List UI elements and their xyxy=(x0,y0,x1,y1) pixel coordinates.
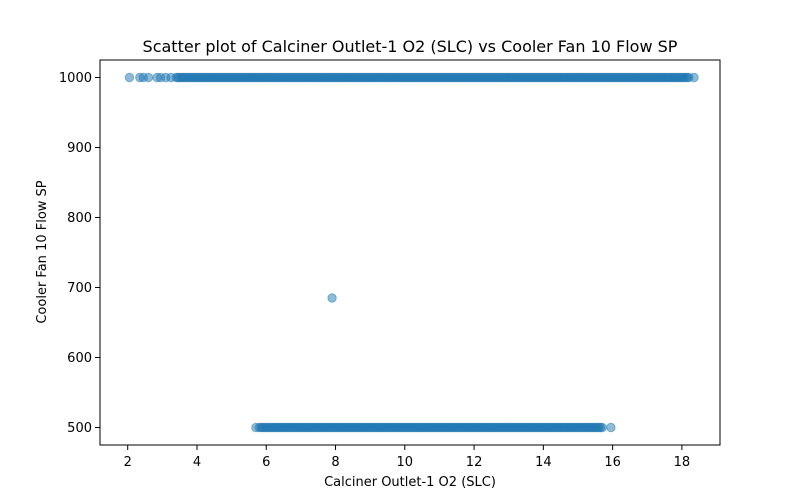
data-points xyxy=(124,72,699,433)
y-tick-label: 700 xyxy=(67,281,92,296)
x-tick-label: 18 xyxy=(674,455,691,470)
x-tick-label: 8 xyxy=(331,455,339,470)
data-point xyxy=(143,72,154,83)
x-tick-label: 14 xyxy=(535,455,552,470)
x-tick-label: 12 xyxy=(466,455,483,470)
data-point xyxy=(251,422,261,433)
y-tick-label: 600 xyxy=(67,351,92,366)
y-axis-label: Cooler Fan 10 Flow SP xyxy=(35,180,50,323)
plot-area-frame xyxy=(99,59,721,446)
data-point xyxy=(124,72,135,83)
x-axis-ticks: 2 4 6 8 10 12 14 16 18 xyxy=(124,445,691,470)
x-tick-label: 4 xyxy=(193,455,201,470)
data-point xyxy=(327,293,337,303)
x-tick-label: 10 xyxy=(397,455,414,470)
data-point xyxy=(166,72,176,83)
y-tick-label: 500 xyxy=(67,421,92,436)
chart-title: Scatter plot of Calciner Outlet-1 O2 (SL… xyxy=(143,37,678,56)
data-point xyxy=(597,422,607,433)
x-tick-label: 6 xyxy=(262,455,270,470)
x-tick-label: 2 xyxy=(124,455,132,470)
y-tick-label: 800 xyxy=(67,211,92,226)
data-point xyxy=(689,72,699,83)
data-point xyxy=(606,422,616,433)
y-axis-ticks: 500 600 700 800 900 1000 xyxy=(59,71,100,436)
y-tick-label: 1000 xyxy=(59,71,92,86)
x-tick-label: 16 xyxy=(604,455,621,470)
x-axis-label: Calciner Outlet-1 O2 (SLC) xyxy=(324,475,496,490)
y-tick-label: 900 xyxy=(67,141,92,156)
